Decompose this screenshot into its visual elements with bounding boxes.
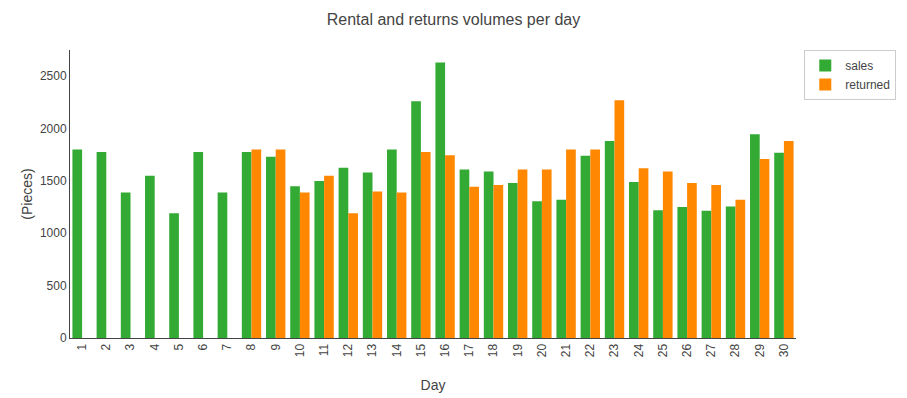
- svg-text:12: 12: [341, 343, 355, 357]
- svg-text:17: 17: [462, 343, 476, 357]
- svg-text:6: 6: [196, 343, 210, 350]
- svg-text:returned: returned: [845, 78, 890, 92]
- svg-text:22: 22: [583, 343, 597, 357]
- svg-text:16: 16: [438, 343, 452, 357]
- svg-text:25: 25: [656, 343, 670, 357]
- svg-text:19: 19: [511, 343, 525, 357]
- svg-text:2: 2: [99, 343, 113, 350]
- svg-text:3: 3: [123, 343, 137, 350]
- svg-text:23: 23: [607, 343, 621, 357]
- svg-text:4: 4: [148, 343, 162, 350]
- svg-text:18: 18: [486, 343, 500, 357]
- svg-text:500: 500: [47, 279, 67, 293]
- svg-text:20: 20: [535, 343, 549, 357]
- svg-text:7: 7: [220, 343, 234, 350]
- svg-text:1: 1: [75, 343, 89, 350]
- svg-text:13: 13: [365, 343, 379, 357]
- svg-text:Day: Day: [421, 377, 446, 393]
- svg-text:10: 10: [293, 343, 307, 357]
- svg-text:5: 5: [172, 343, 186, 350]
- svg-text:30: 30: [777, 343, 791, 357]
- svg-text:28: 28: [728, 343, 742, 357]
- svg-text:sales: sales: [845, 59, 873, 73]
- svg-text:14: 14: [390, 343, 404, 357]
- svg-text:24: 24: [632, 343, 646, 357]
- svg-text:0: 0: [60, 331, 67, 345]
- svg-text:2000: 2000: [40, 122, 67, 136]
- svg-text:26: 26: [680, 343, 694, 357]
- svg-text:8: 8: [244, 343, 258, 350]
- svg-text:Rental and returns volumes per: Rental and returns volumes per day: [327, 11, 580, 28]
- svg-text:1000: 1000: [40, 226, 67, 240]
- svg-text:29: 29: [753, 343, 767, 357]
- svg-text:11: 11: [317, 343, 331, 356]
- svg-text:15: 15: [414, 343, 428, 357]
- svg-text:27: 27: [704, 343, 718, 357]
- svg-text:(Pieces): (Pieces): [19, 168, 35, 219]
- svg-text:2500: 2500: [40, 69, 67, 83]
- svg-text:9: 9: [269, 343, 283, 350]
- svg-text:21: 21: [559, 343, 573, 357]
- svg-text:1500: 1500: [40, 174, 67, 188]
